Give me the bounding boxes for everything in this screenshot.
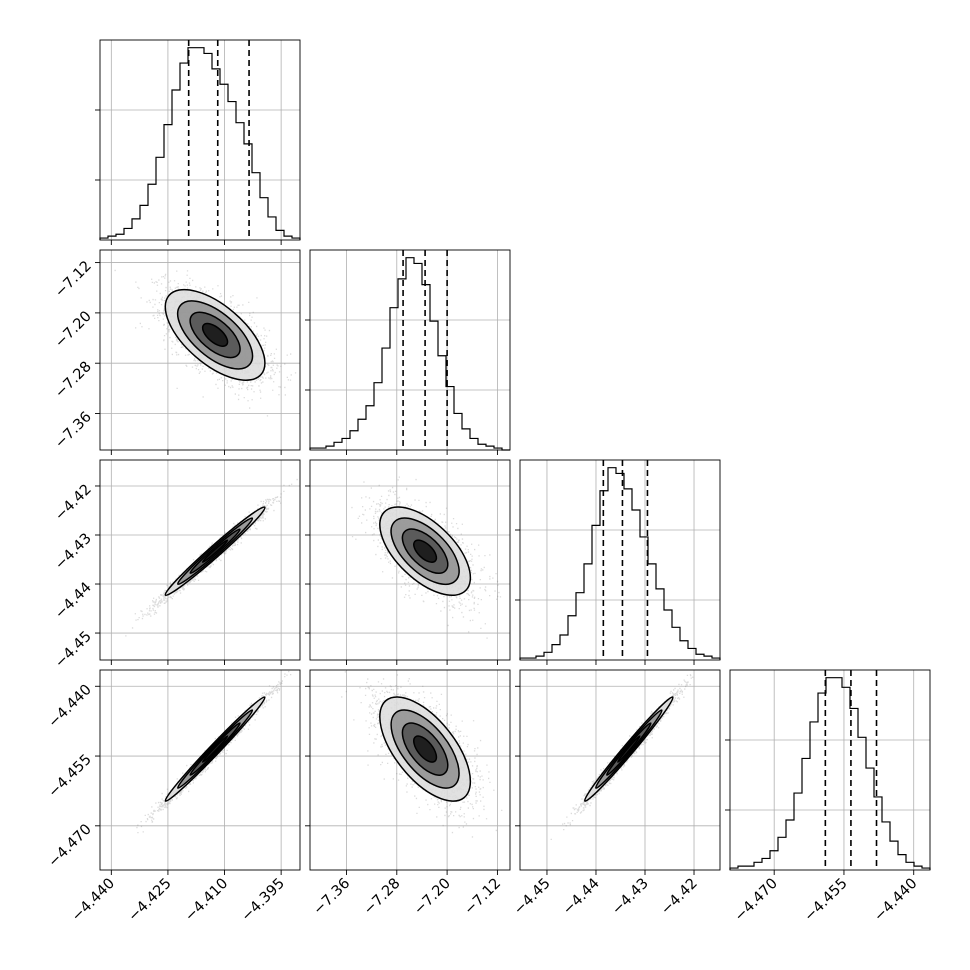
panel-frame	[519, 459, 721, 661]
density-contour	[390, 517, 460, 586]
density-contour	[164, 696, 266, 802]
y-tick-label: −7.36	[52, 409, 95, 452]
histogram-step	[99, 47, 301, 240]
y-tick-label: −7.12	[52, 258, 95, 301]
panel-frame	[309, 669, 511, 871]
scatter-panel-3-0: −4.440 −4.425 −4.410 −4.395−4.470−4.455−4.4…	[46, 669, 301, 925]
y-tick-label: −4.440	[46, 682, 95, 731]
y-tick-label: −4.455	[46, 752, 95, 801]
x-tick-label: −4.44	[560, 876, 603, 919]
panel-frame	[99, 459, 301, 661]
density-contour	[401, 722, 449, 776]
density-contour	[390, 709, 460, 789]
panel-frame	[99, 669, 301, 871]
x-tick-label: −4.43	[609, 876, 652, 919]
y-tick-label: −4.45	[52, 629, 95, 672]
density-contour	[164, 288, 266, 381]
hist-panel-2	[515, 459, 721, 665]
density-fill	[413, 540, 437, 563]
panel-frame	[99, 39, 301, 241]
scatter-panel-3-1: −7.36 −7.28 −7.20 −7.12	[305, 669, 511, 919]
density-contour	[606, 722, 652, 776]
histogram-step	[519, 467, 721, 660]
y-tick-label: −4.42	[52, 481, 95, 524]
panel-frame	[99, 249, 301, 451]
y-tick-label: −4.44	[52, 580, 95, 623]
x-tick-label: −4.45	[511, 876, 554, 919]
density-contour	[401, 528, 449, 574]
density-contour	[594, 709, 663, 789]
panel-frame	[729, 669, 931, 871]
x-tick-label: −7.36	[311, 876, 354, 919]
panel-frame	[309, 459, 511, 661]
density-contour	[617, 735, 641, 763]
y-tick-label: −4.470	[46, 821, 95, 870]
density-contour	[201, 322, 229, 347]
y-tick-label: −7.20	[52, 308, 95, 351]
scatter-panel-2-1	[305, 459, 511, 665]
panel-frame	[519, 669, 721, 871]
scatter-panel-2-0: −4.45 −4.44 −4.43 −4.42	[52, 459, 301, 672]
x-tick-label: −7.28	[361, 876, 404, 919]
density-contour	[189, 311, 241, 359]
density-fill	[202, 323, 228, 347]
x-tick-label: −4.440	[69, 876, 118, 925]
density-contour	[201, 539, 229, 563]
panel-frame	[309, 249, 511, 451]
scatter-panel-1-0: −7.36 −7.28 −7.20 −7.12	[52, 249, 301, 455]
density-contour	[413, 735, 438, 763]
x-tick-label: −4.470	[732, 876, 781, 925]
x-tick-label: −4.395	[239, 876, 288, 925]
density-contour	[189, 722, 241, 776]
density-contour	[201, 735, 229, 763]
density-contour	[583, 696, 674, 802]
density-contour	[176, 300, 254, 370]
density-fill	[202, 540, 228, 563]
density-contour	[413, 539, 438, 563]
x-tick-label: −4.455	[802, 876, 851, 925]
scatter-panel-3-2: −4.45 −4.44 −4.43 −4.42	[511, 669, 721, 919]
hist-panel-1	[305, 249, 511, 455]
x-tick-label: −7.12	[462, 876, 505, 919]
density-contour	[176, 709, 254, 789]
x-tick-label: −4.440	[871, 876, 920, 925]
x-tick-label: −4.425	[125, 876, 174, 925]
density-contour	[189, 528, 241, 574]
histogram-step	[309, 257, 510, 451]
x-tick-label: −4.42	[658, 876, 701, 919]
hist-panel-3: −4.470 −4.455 −4.440	[725, 669, 931, 925]
density-contour	[164, 506, 266, 597]
density-contour	[379, 696, 472, 802]
density-contour	[176, 517, 254, 586]
density-contour	[379, 506, 472, 597]
hist-panel-0	[95, 39, 301, 245]
histogram-step	[729, 677, 931, 870]
x-tick-label: −4.410	[182, 876, 231, 925]
density-fill	[202, 736, 228, 763]
y-tick-label: −7.28	[52, 359, 95, 402]
x-tick-label: −7.20	[411, 876, 454, 919]
density-fill	[617, 736, 640, 763]
density-fill	[413, 736, 437, 763]
y-tick-label: −4.43	[52, 531, 95, 574]
